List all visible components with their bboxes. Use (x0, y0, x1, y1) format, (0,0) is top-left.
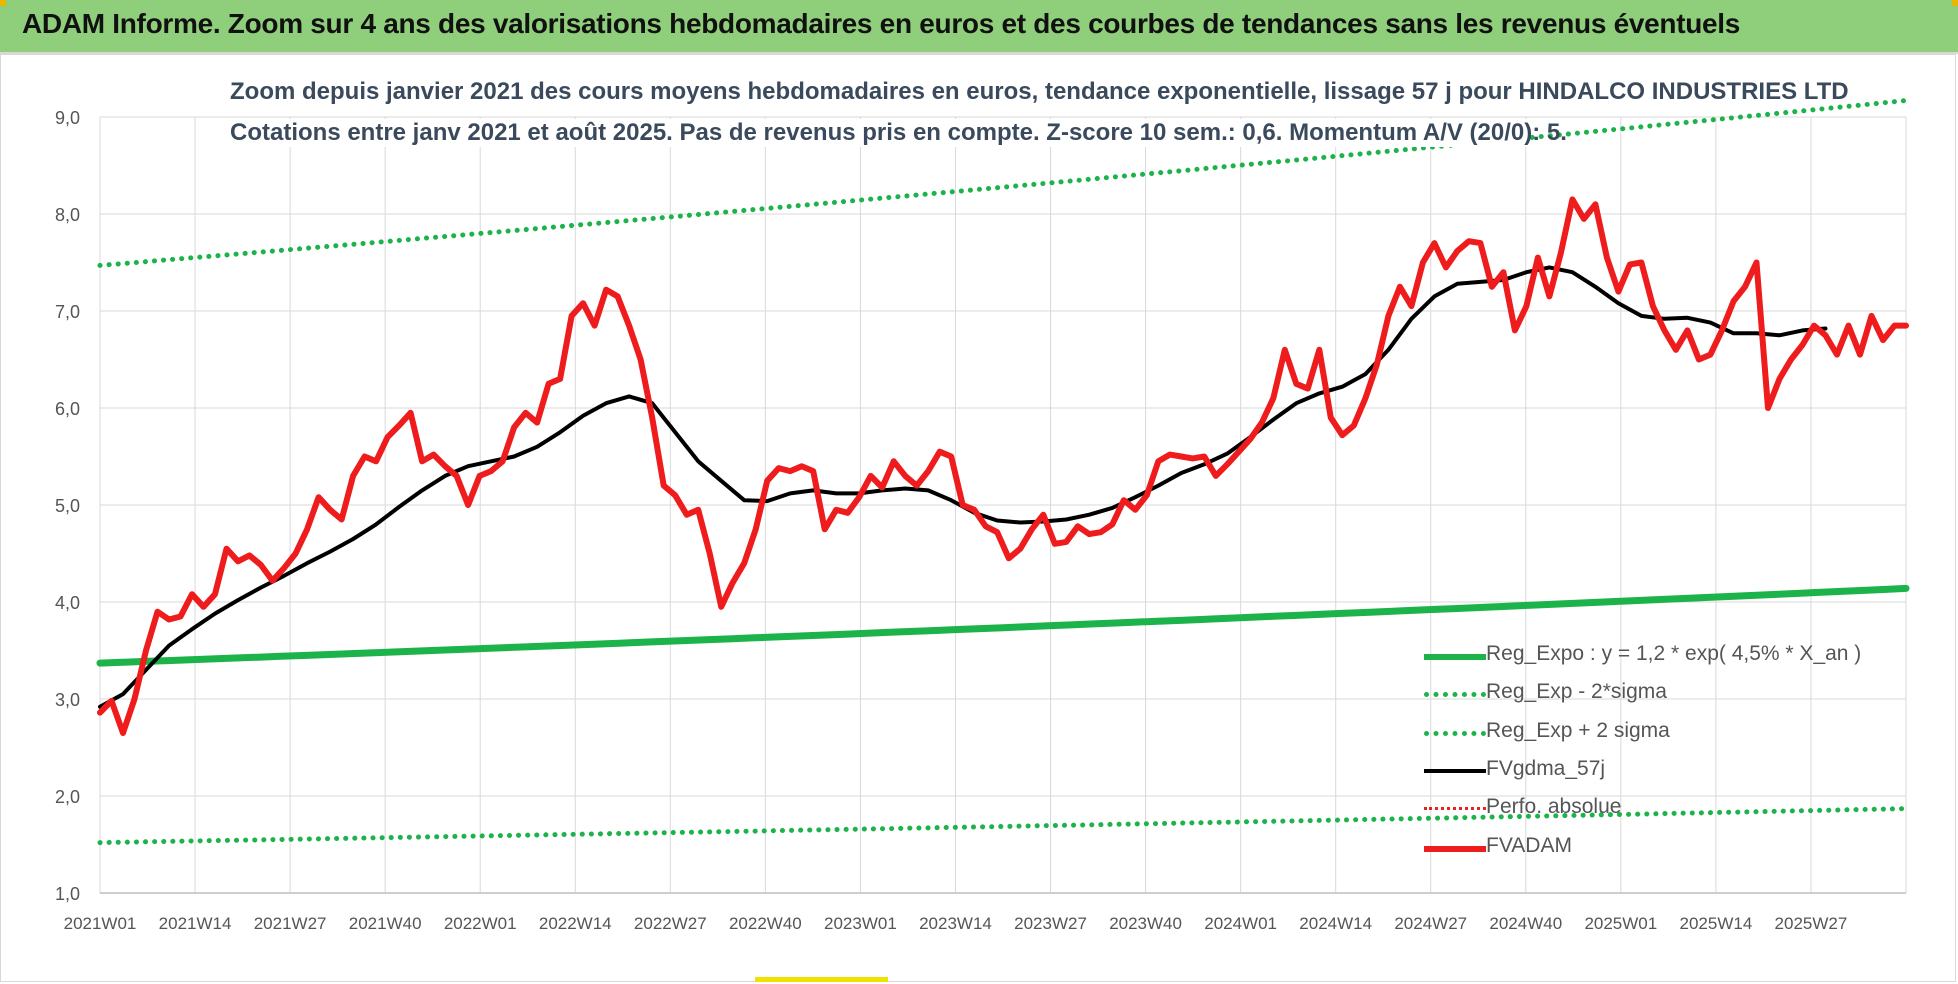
corner-marker (0, 0, 6, 6)
x-tick-label: 2022W40 (729, 914, 802, 933)
x-tick-label: 2024W40 (1489, 914, 1562, 933)
corner-marker (1952, 0, 1958, 6)
legend-label: Reg_Exp + 2 sigma (1486, 719, 1670, 742)
legend-label: FVgdma_57j (1486, 757, 1606, 780)
x-tick-label: 2025W14 (1680, 914, 1753, 933)
x-tick-label: 2023W40 (1109, 914, 1182, 933)
legend-swatch (1424, 692, 1486, 697)
legend-label: Perfo. absolue (1486, 795, 1622, 818)
legend-label: Reg_Exp - 2*sigma (1486, 680, 1667, 703)
y-tick-label: 6,0 (55, 399, 80, 419)
fvadam-line (97, 196, 1909, 736)
regression-band-line (97, 806, 1909, 846)
y-tick-label: 7,0 (55, 302, 80, 322)
x-tick-label: 2021W01 (64, 914, 137, 933)
legend-item-reg-plus: Reg_Exp + 2 sigma (1422, 717, 1882, 747)
legend-item-fvadam: FVADAM (1422, 832, 1882, 862)
y-tick-label: 4,0 (55, 593, 80, 613)
x-tick-label: 2021W40 (349, 914, 422, 933)
legend-label: FVADAM (1486, 834, 1572, 857)
report-banner: ADAM Informe. Zoom sur 4 ans des valoris… (0, 0, 1958, 54)
legend-item-reg-minus: Reg_Exp - 2*sigma (1422, 678, 1882, 708)
x-tick-label: 2023W27 (1014, 914, 1087, 933)
x-tick-label: 2022W01 (444, 914, 517, 933)
y-tick-label: 2,0 (55, 787, 80, 807)
banner-title: ADAM Informe. Zoom sur 4 ans des valoris… (22, 8, 1741, 39)
legend-swatch (1424, 654, 1486, 660)
legend-item-reg-expo: Reg_Expo : y = 1,2 * exp( 4,5% * X_an ) (1422, 640, 1882, 670)
chart-title: Zoom depuis janvier 2021 des cours moyen… (230, 78, 1849, 106)
x-tick-label: 2024W27 (1394, 914, 1467, 933)
x-tick-label: 2023W01 (824, 914, 897, 933)
chart-area (0, 54, 1956, 982)
y-tick-label: 5,0 (55, 496, 80, 516)
x-tick-label: 2021W14 (159, 914, 232, 933)
bottom-marker (755, 977, 888, 982)
y-tick-label: 1,0 (55, 884, 80, 904)
x-tick-label: 2025W27 (1775, 914, 1848, 933)
x-tick-label: 2024W01 (1204, 914, 1277, 933)
regression-line (96, 584, 1910, 667)
y-tick-label: 9,0 (55, 108, 80, 128)
y-tick-label: 3,0 (55, 690, 80, 710)
legend-swatch (1424, 731, 1486, 736)
legend-swatch (1424, 769, 1486, 773)
x-tick-label: 2022W14 (539, 914, 612, 933)
legend-item-fvgdma: FVgdma_57j (1422, 755, 1882, 785)
x-tick-label: 2023W14 (919, 914, 992, 933)
legend-swatch (1424, 846, 1486, 852)
chart-subtitle: Cotations entre janv 2021 et août 2025. … (230, 119, 1567, 147)
legend-item-perfo: Perfo. absolue (1422, 793, 1882, 823)
regression-band-line (97, 98, 1909, 268)
x-tick-label: 2025W01 (1584, 914, 1657, 933)
x-tick-label: 2024W14 (1299, 914, 1372, 933)
legend-label: Reg_Expo : y = 1,2 * exp( 4,5% * X_an ) (1486, 642, 1862, 665)
y-tick-label: 8,0 (55, 205, 80, 225)
x-tick-label: 2021W27 (254, 914, 327, 933)
x-tick-label: 2022W27 (634, 914, 707, 933)
legend-swatch (1424, 807, 1486, 810)
